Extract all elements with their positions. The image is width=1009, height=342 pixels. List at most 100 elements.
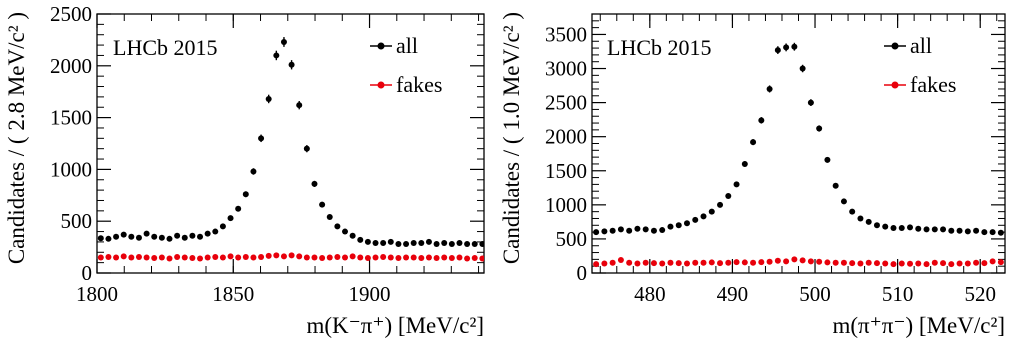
y-axis-label: Candidates / ( 1.0 MeV/c² ) xyxy=(499,12,524,264)
data-point-all xyxy=(181,234,188,241)
data-point-fakes xyxy=(964,260,971,267)
y-tick-label: 3000 xyxy=(545,57,587,81)
data-point-all xyxy=(601,228,608,235)
data-point-all xyxy=(151,233,158,240)
data-point-fakes xyxy=(441,254,448,261)
legend-label: fakes xyxy=(396,72,442,97)
data-point-fakes xyxy=(758,259,765,266)
y-tick-label: 0 xyxy=(577,261,588,285)
data-point-fakes xyxy=(816,258,823,265)
data-point-fakes xyxy=(189,254,196,261)
data-point-all xyxy=(931,226,938,233)
data-point-fakes xyxy=(750,259,757,266)
data-point-all xyxy=(717,201,724,208)
data-point-fakes xyxy=(357,254,364,261)
data-point-fakes xyxy=(265,252,272,259)
data-point-fakes xyxy=(708,259,715,266)
data-point-all xyxy=(650,227,657,234)
data-point-all xyxy=(659,227,666,234)
data-point-fakes xyxy=(311,254,318,261)
data-point-all xyxy=(280,38,287,45)
data-point-all xyxy=(372,239,379,246)
data-point-all xyxy=(135,234,142,241)
y-tick-label: 1000 xyxy=(50,157,92,181)
data-point-all xyxy=(448,240,455,247)
data-point-fakes xyxy=(364,254,371,261)
data-point-all xyxy=(273,52,280,59)
data-point-fakes xyxy=(923,261,930,268)
data-point-fakes xyxy=(882,260,889,267)
data-point-fakes xyxy=(456,254,463,261)
data-point-fakes xyxy=(319,254,326,261)
data-point-fakes xyxy=(650,260,657,267)
data-point-all xyxy=(464,240,471,247)
data-point-all xyxy=(189,232,196,239)
data-point-all xyxy=(380,239,387,246)
data-point-all xyxy=(143,230,150,237)
data-point-all xyxy=(791,43,798,50)
data-point-all xyxy=(105,235,112,242)
data-point-fakes xyxy=(258,253,265,260)
legend-label: fakes xyxy=(910,72,956,97)
data-point-fakes xyxy=(471,254,478,261)
data-point-all xyxy=(120,231,127,238)
data-point-fakes xyxy=(725,259,732,266)
data-point-fakes xyxy=(956,260,963,267)
data-point-fakes xyxy=(479,255,484,262)
data-point-fakes xyxy=(204,254,211,261)
data-point-all xyxy=(997,229,1004,236)
data-points xyxy=(593,42,1004,268)
data-point-all xyxy=(840,198,847,205)
data-point-fakes xyxy=(940,260,947,267)
data-point-all xyxy=(964,228,971,235)
y-axis-label: Candidates / ( 2.8 MeV/c² ) xyxy=(4,12,29,264)
data-point-fakes xyxy=(783,258,790,265)
data-point-fakes xyxy=(791,256,798,263)
data-point-all xyxy=(816,125,823,132)
data-point-fakes xyxy=(334,253,341,260)
data-point-fakes xyxy=(151,254,158,261)
data-point-all xyxy=(334,223,341,230)
data-point-all xyxy=(204,230,211,237)
data-point-all xyxy=(258,135,265,142)
data-point-all xyxy=(242,191,249,198)
data-point-fakes xyxy=(626,259,633,266)
data-point-all xyxy=(940,226,947,233)
data-point-all xyxy=(692,216,699,223)
data-point-all xyxy=(725,192,732,199)
y-tick-label: 1500 xyxy=(545,159,587,183)
legend-marker xyxy=(377,42,385,50)
data-point-fakes xyxy=(973,259,980,266)
y-tick-label: 2000 xyxy=(50,54,92,78)
data-point-fakes xyxy=(296,253,303,260)
data-point-fakes xyxy=(273,252,280,259)
data-point-fakes xyxy=(989,258,996,265)
data-point-all xyxy=(326,214,333,221)
data-point-all xyxy=(675,222,682,229)
y-tick-label: 1500 xyxy=(50,106,92,130)
data-point-fakes xyxy=(280,253,287,260)
data-point-fakes xyxy=(634,260,641,267)
data-point-all xyxy=(593,229,600,236)
data-point-all xyxy=(741,160,748,167)
data-point-all xyxy=(807,99,814,106)
y-tick-label: 1000 xyxy=(545,193,587,217)
lhcb-annotation: LHCb 2015 xyxy=(113,35,218,60)
legend-marker xyxy=(891,81,899,89)
data-point-all xyxy=(832,182,839,189)
data-point-all xyxy=(174,232,181,239)
data-point-all xyxy=(667,223,674,230)
data-point-all xyxy=(642,226,649,233)
data-point-all xyxy=(166,235,173,242)
data-point-all xyxy=(857,215,864,222)
data-point-all xyxy=(799,65,806,72)
data-point-all xyxy=(296,102,303,109)
lhcb-annotation: LHCb 2015 xyxy=(607,35,712,60)
x-tick-label: 1850 xyxy=(212,282,254,306)
x-tick-label: 1900 xyxy=(349,282,391,306)
data-point-fakes xyxy=(824,259,831,266)
data-point-fakes xyxy=(387,254,394,261)
x-tick-label: 480 xyxy=(634,282,666,306)
data-point-fakes xyxy=(659,260,666,267)
